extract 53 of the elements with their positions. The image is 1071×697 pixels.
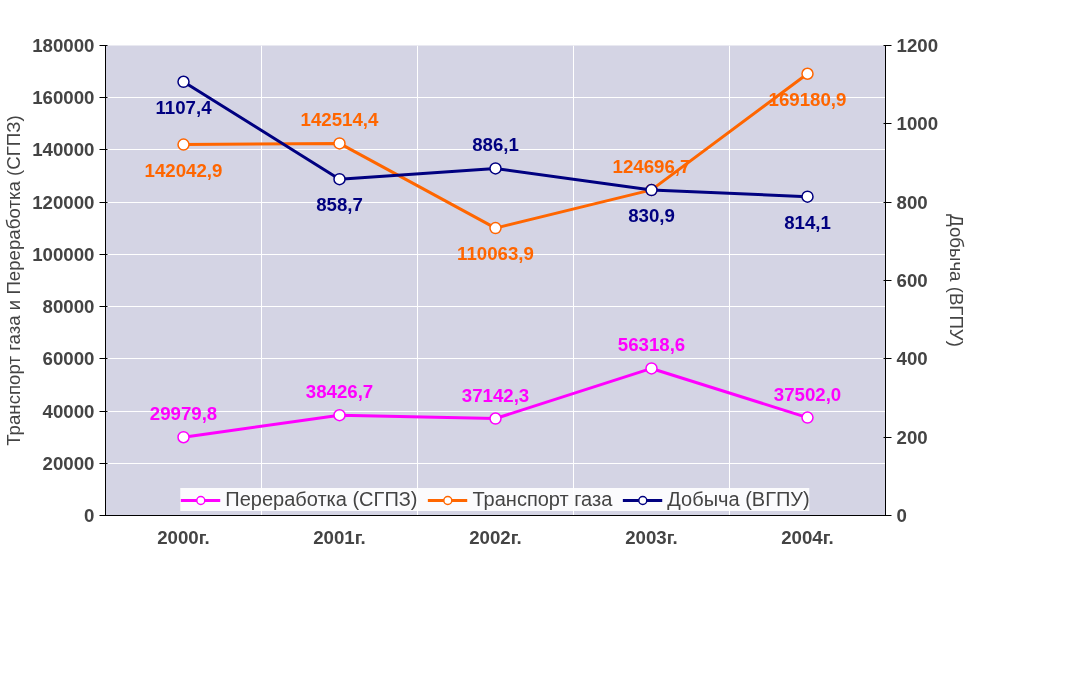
x-tick-label: 2000г.	[157, 526, 210, 548]
data-label: 886,1	[472, 134, 519, 156]
legend-label: Переработка (СГПЗ)	[225, 488, 418, 511]
legend-label: Добыча (ВГПУ)	[667, 488, 810, 511]
x-tick-label: 2003г.	[625, 526, 678, 548]
y2-tick-label: 800	[896, 191, 928, 213]
point	[333, 172, 346, 186]
y-axis-title: Транспорт газа и Переработка (СГПЗ)	[3, 115, 25, 446]
data-label: 38426,7	[305, 381, 374, 403]
y-tick-label: 120000	[32, 191, 95, 213]
point	[177, 75, 190, 89]
data-label: 56318,6	[617, 334, 686, 356]
data-label: 110063,9	[457, 243, 534, 265]
y2-tick-label: 0	[896, 505, 907, 526]
data-label: 37502,0	[773, 383, 842, 405]
data-label: 830,9	[628, 205, 675, 227]
legend-label: Транспорт газа	[472, 488, 613, 511]
y2-tick-label: 600	[896, 270, 928, 291]
y-tick-label: 40000	[42, 400, 95, 422]
point	[177, 138, 190, 151]
y2-tick-label: 200	[896, 426, 928, 448]
point	[645, 362, 658, 375]
point	[801, 67, 814, 80]
point	[489, 221, 502, 235]
data-label: 142042,9	[144, 159, 223, 181]
y-tick-label: 140000	[32, 139, 95, 161]
data-label: 29979,8	[149, 403, 218, 425]
data-label: 1107,4	[155, 96, 213, 118]
y2-tick-label: 400	[896, 348, 928, 370]
x-tick-label: 2002г.	[469, 526, 522, 548]
point	[489, 162, 502, 175]
x-tick-label: 2001г.	[313, 526, 366, 548]
y-tick-label: 180000	[32, 35, 95, 56]
point	[333, 408, 346, 422]
y-tick-label: 160000	[32, 87, 95, 109]
point	[177, 430, 190, 444]
data-label: 37142,3	[461, 384, 530, 406]
point	[801, 411, 814, 424]
y-tick-label: 0	[84, 505, 95, 526]
y-tick-label: 80000	[42, 296, 95, 318]
x-tick-label: 2004г.	[781, 526, 834, 548]
point	[489, 412, 502, 425]
y-tick-label: 20000	[42, 452, 95, 474]
y2-tick-label: 1000	[896, 113, 939, 135]
y2-axis-title: Добыча (ВГПУ)	[946, 214, 967, 347]
point	[801, 190, 814, 203]
data-label: 142514,4	[300, 109, 380, 131]
y-tick-label: 60000	[42, 348, 95, 370]
data-label: 814,1	[784, 211, 831, 233]
point	[333, 137, 346, 150]
y-tick-label: 100000	[32, 243, 95, 265]
data-label: 858,7	[316, 194, 363, 216]
y2-tick-label: 1200	[896, 35, 939, 56]
